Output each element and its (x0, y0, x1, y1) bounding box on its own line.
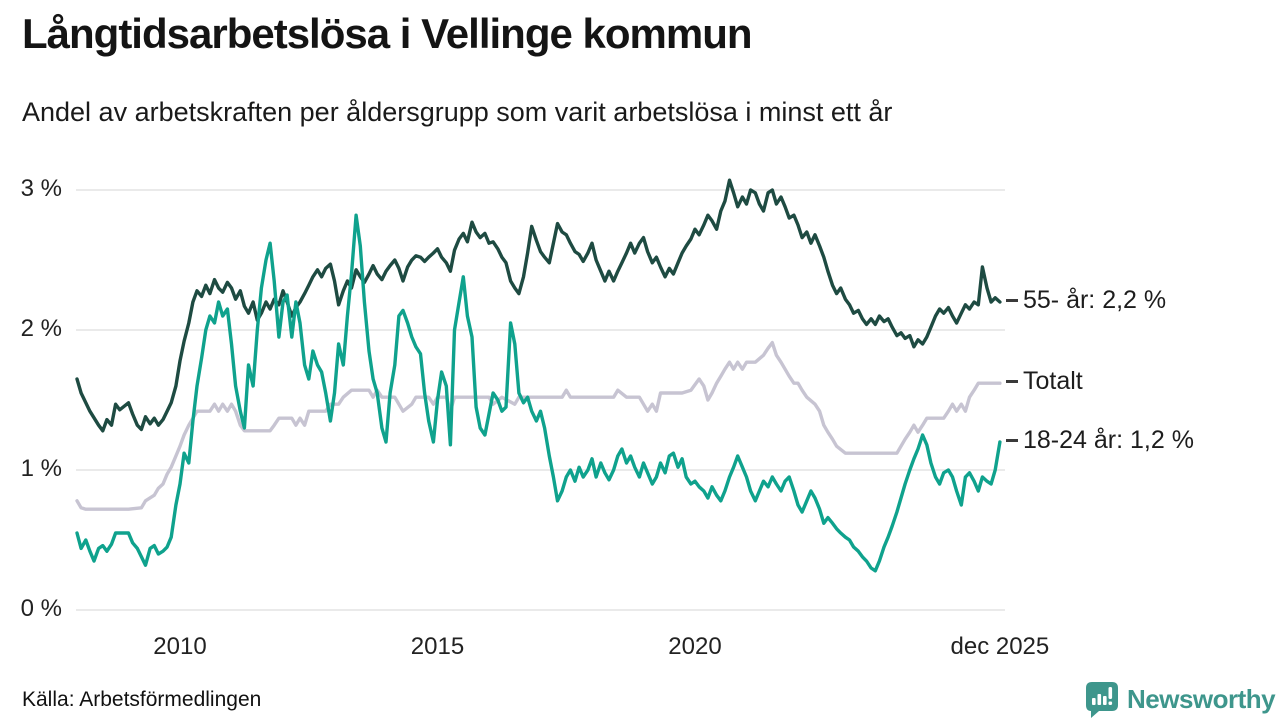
x-tick-label: dec 2025 (950, 633, 1050, 660)
x-tick-label: 2020 (668, 633, 722, 660)
page-subtitle: Andel av arbetskraften per åldersgrupp s… (22, 97, 893, 127)
y-tick-label: 2 % (20, 315, 62, 342)
end-label-55-r: 55- år: 2,2 % (1006, 286, 1166, 315)
end-label-totalt: Totalt (1006, 367, 1083, 396)
page-title: Långtidsarbetslösa i Vellinge kommun (22, 10, 753, 57)
end-label-18-24-r: 18-24 år: 1,2 % (1006, 426, 1194, 455)
newsworthy-brand-name: Newsworthy (1127, 684, 1276, 714)
end-label-text: 55- år: 2,2 % (1023, 286, 1167, 314)
series-line-totalt (75, 340, 1002, 511)
y-tick-label: 0 % (20, 595, 62, 622)
y-tick-label: 3 % (20, 175, 62, 202)
end-label-text: Totalt (1023, 367, 1083, 396)
leader-dash-icon (1006, 380, 1018, 383)
series-lines (75, 178, 1002, 573)
source-attribution: Källa: Arbetsförmedlingen (22, 688, 262, 711)
x-tick-label: 2015 (410, 633, 465, 660)
x-tick-label: 2010 (153, 633, 207, 660)
newsworthy-logo-icon (1086, 682, 1118, 718)
series-line-18-24-r (75, 213, 1002, 573)
end-label-text: 18-24 år: 1,2 % (1023, 426, 1194, 454)
newsworthy-brand: Newsworthy (1084, 681, 1276, 718)
series-line-55-r (75, 178, 1002, 433)
leader-dash-icon (1006, 439, 1018, 442)
y-tick-label: 1 % (20, 455, 62, 482)
leader-dash-icon (1006, 299, 1018, 302)
